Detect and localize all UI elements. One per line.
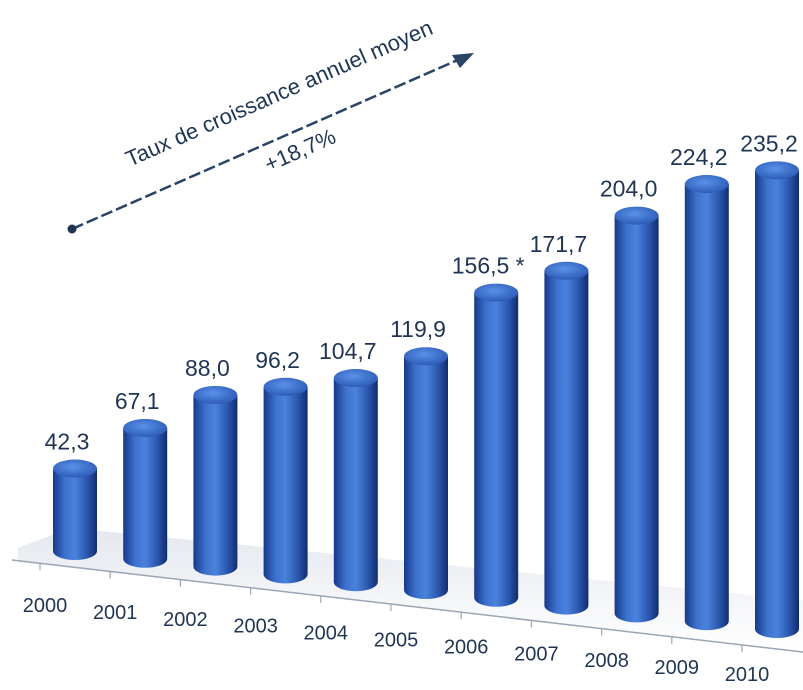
- x-tick-label: 2004: [304, 623, 349, 645]
- bar-body: [684, 184, 729, 631]
- bar-body: [193, 395, 238, 576]
- bar-top: [544, 261, 589, 280]
- value-label: 96,2: [255, 347, 300, 373]
- bar-body: [474, 292, 519, 607]
- value-label: 119,9: [390, 316, 446, 342]
- value-label: 67,1: [115, 388, 160, 414]
- value-label: 204,0: [600, 176, 658, 202]
- x-tick-label: 2000: [23, 595, 68, 617]
- bar-top: [53, 459, 97, 478]
- bar-top: [123, 418, 168, 437]
- bar-body: [263, 386, 308, 584]
- x-tick-label: 2005: [374, 630, 419, 652]
- value-labels: 42,3 67,1 88,0 96,2 104,7 119,9 156,5 *171,7 20…: [45, 130, 798, 454]
- bar-2009: [684, 175, 729, 631]
- growth-annotation-value: +18,7%: [261, 124, 340, 177]
- value-label: 104,7: [319, 338, 377, 364]
- bar-2008: [614, 206, 659, 623]
- x-tick-label: 2010: [725, 664, 770, 686]
- x-tick-label: 2001: [93, 602, 138, 624]
- bar-top: [193, 386, 238, 404]
- growth-annotation: Taux de croissance annuel moyen +18,7%: [67, 15, 474, 234]
- bar-2004: [333, 369, 378, 592]
- x-tick-label: 2009: [655, 657, 700, 679]
- x-tick-label: 2006: [444, 636, 489, 658]
- bar-2007: [544, 261, 589, 615]
- bar-top: [333, 369, 378, 388]
- value-label: 88,0: [185, 355, 230, 381]
- growth-arrow-line: [71, 57, 461, 231]
- growth-arrow-origin-dot: [67, 224, 77, 234]
- bar-2000: [53, 459, 97, 560]
- bar-body: [755, 170, 799, 639]
- growth-arrow-head: [452, 53, 474, 68]
- x-tick-label: 2008: [584, 650, 629, 672]
- bar-body: [614, 215, 659, 623]
- value-label: 156,5 *: [452, 253, 525, 279]
- bar-2005: [404, 347, 448, 599]
- bar-body: [333, 378, 378, 592]
- x-tick-labels: 2000 2001 2002 2003 2004 2005 2006 2007 2008 2009…: [23, 595, 770, 686]
- value-label: 171,7: [530, 231, 588, 257]
- bar-2001: [123, 418, 168, 568]
- x-tick-label: 2002: [163, 609, 208, 631]
- bar-2006: [474, 283, 519, 607]
- bar-body: [404, 356, 448, 599]
- bar-top: [474, 283, 519, 302]
- bar-body: [123, 427, 168, 568]
- x-tick-label: 2007: [514, 643, 559, 665]
- value-label: 235,2: [740, 130, 798, 156]
- bar-top: [684, 175, 729, 194]
- bar-top: [263, 377, 308, 396]
- bars-group: [53, 161, 799, 639]
- bar-top: [614, 206, 659, 225]
- bar-body: [53, 468, 97, 560]
- x-axis-ticks: [39, 563, 743, 652]
- bar-2003: [263, 377, 308, 584]
- bar-body: [544, 270, 589, 615]
- bar-2002: [193, 386, 238, 576]
- bar-top: [755, 161, 799, 180]
- x-tick-label: 2003: [233, 616, 278, 638]
- x-axis-line: [11, 559, 803, 653]
- value-label: 224,2: [670, 144, 728, 170]
- value-label: 42,3: [45, 429, 90, 455]
- bar-2010: [755, 161, 799, 639]
- bar-top: [404, 347, 448, 366]
